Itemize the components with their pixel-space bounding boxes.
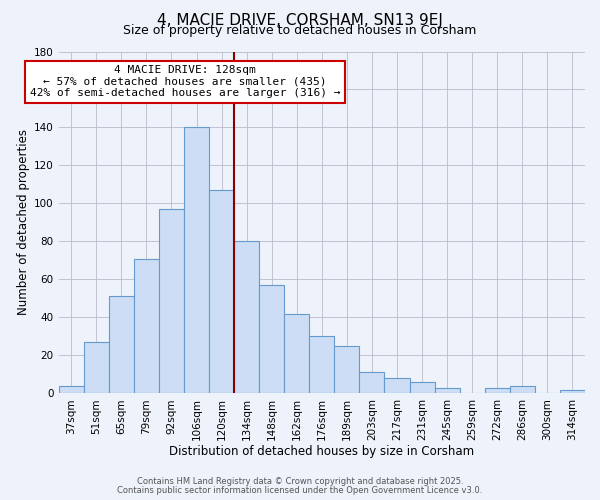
Text: Contains HM Land Registry data © Crown copyright and database right 2025.: Contains HM Land Registry data © Crown c… (137, 477, 463, 486)
Bar (485, 388, 510, 394)
Text: Size of property relative to detached houses in Corsham: Size of property relative to detached ho… (124, 24, 476, 37)
Text: 4, MACIE DRIVE, CORSHAM, SN13 9EJ: 4, MACIE DRIVE, CORSHAM, SN13 9EJ (157, 12, 443, 28)
Text: 4 MACIE DRIVE: 128sqm
← 57% of detached houses are smaller (435)
42% of semi-det: 4 MACIE DRIVE: 128sqm ← 57% of detached … (30, 65, 340, 98)
Bar (184, 128, 209, 394)
Bar (434, 388, 460, 394)
Bar (284, 314, 309, 394)
Bar (309, 336, 334, 394)
Bar (59, 386, 84, 394)
Bar (560, 390, 585, 394)
Bar (259, 285, 284, 394)
Bar (359, 372, 385, 394)
Bar (109, 296, 134, 394)
Bar (385, 378, 410, 394)
Bar (84, 342, 109, 394)
Bar (234, 242, 259, 394)
Bar (209, 190, 234, 394)
X-axis label: Distribution of detached houses by size in Corsham: Distribution of detached houses by size … (169, 444, 475, 458)
Bar (410, 382, 434, 394)
Bar (510, 386, 535, 394)
Bar (159, 209, 184, 394)
Bar (134, 258, 159, 394)
Text: Contains public sector information licensed under the Open Government Licence v3: Contains public sector information licen… (118, 486, 482, 495)
Y-axis label: Number of detached properties: Number of detached properties (17, 130, 30, 316)
Bar (334, 346, 359, 394)
